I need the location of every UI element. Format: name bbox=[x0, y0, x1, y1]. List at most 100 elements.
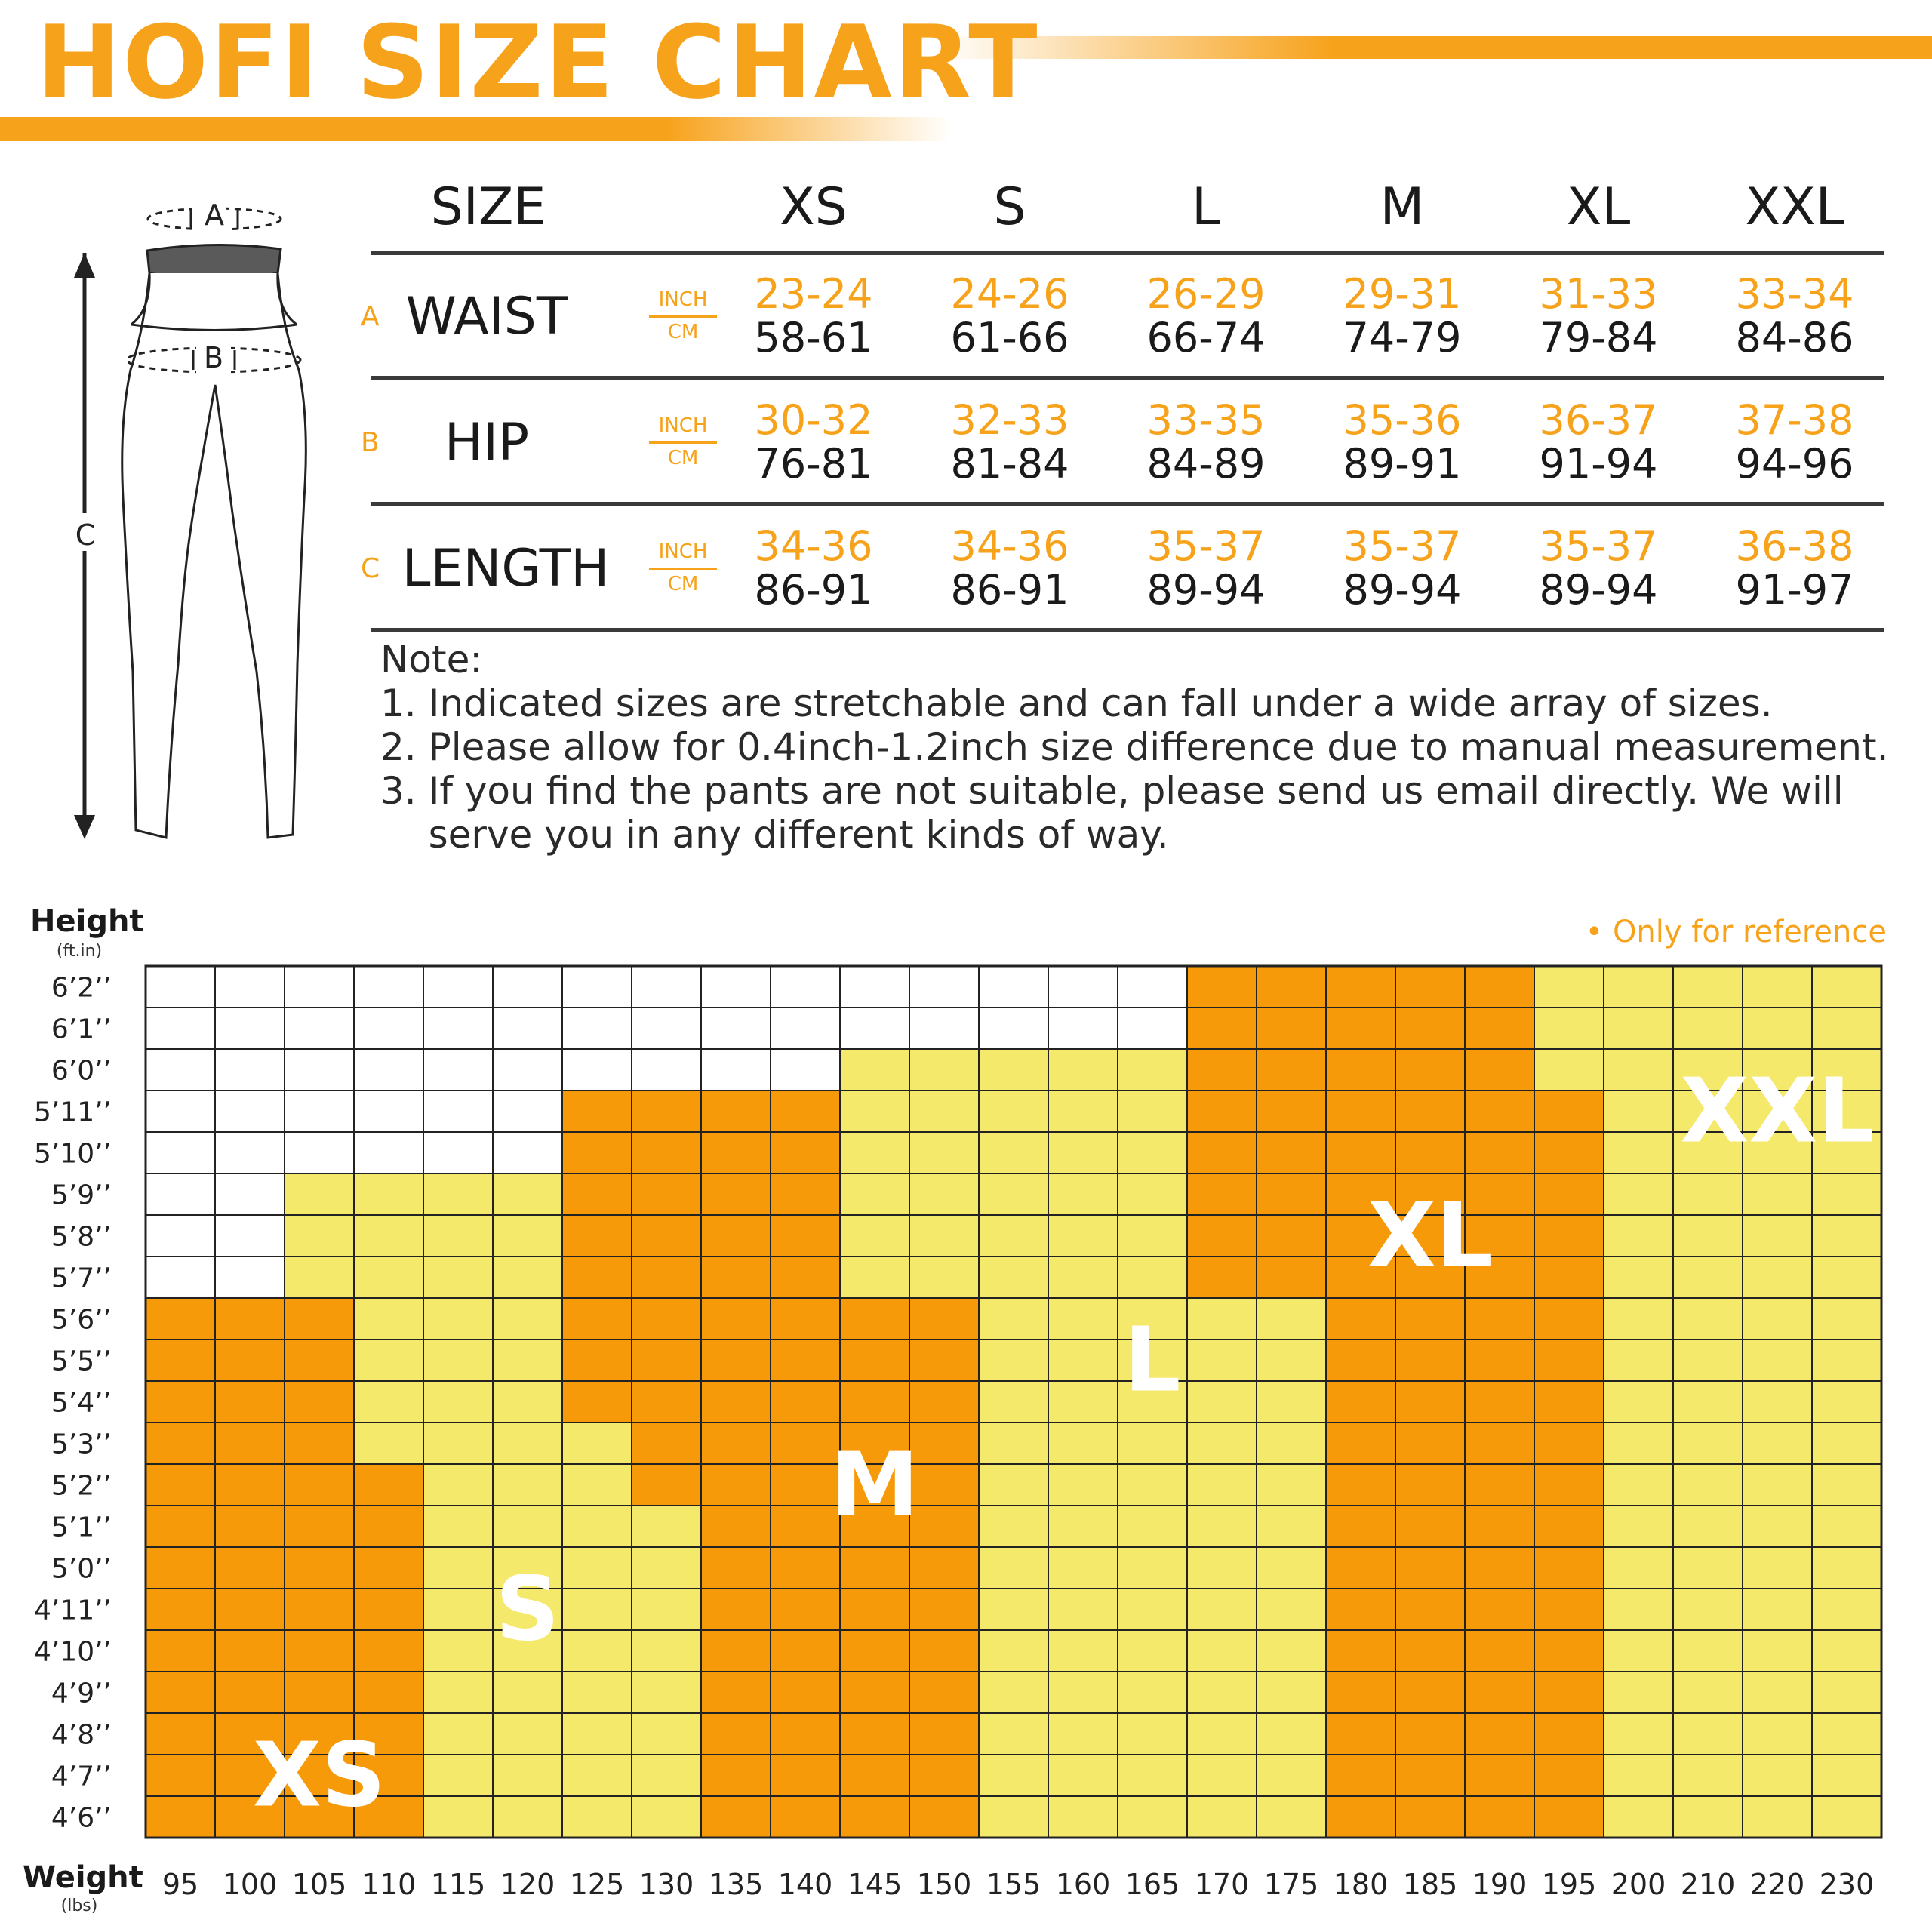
grid-cell-m bbox=[770, 1256, 841, 1299]
grid-cell-xl bbox=[1534, 1256, 1604, 1299]
grid-cell-empty bbox=[423, 1090, 494, 1133]
grid-cell-xxl bbox=[1603, 1173, 1674, 1216]
value-inch: 23-24 bbox=[754, 270, 873, 318]
region-label-xs: XS bbox=[253, 1723, 386, 1827]
title-accent-bar-left bbox=[0, 117, 951, 141]
grid-cell-empty bbox=[145, 965, 216, 1008]
grid-cell-l bbox=[909, 1048, 980, 1091]
grid-cell-xs bbox=[284, 1297, 355, 1340]
grid-cell-xl bbox=[1325, 965, 1396, 1008]
grid-cell-xl bbox=[1534, 1422, 1604, 1465]
grid-cell-xl bbox=[1325, 1671, 1396, 1714]
y-tick-label: 4’10’’ bbox=[34, 1637, 112, 1668]
x-tick-label: 195 bbox=[1542, 1868, 1597, 1901]
grid-cell-m bbox=[770, 1463, 841, 1506]
grid-cell-xxl bbox=[1811, 1339, 1882, 1382]
grid-cell-s bbox=[423, 1339, 494, 1382]
grid-cell-xs bbox=[353, 1671, 424, 1714]
grid-cell-empty bbox=[145, 1048, 216, 1091]
x-tick-label: 230 bbox=[1820, 1868, 1875, 1901]
grid-cell-l bbox=[1117, 1090, 1188, 1133]
grid-cell-l bbox=[1048, 1588, 1118, 1631]
grid-cell-xl bbox=[1256, 1007, 1327, 1050]
grid-cell-xl bbox=[1325, 1297, 1396, 1340]
grid-cell-l bbox=[1048, 1505, 1118, 1548]
y-tick-label: 5’6’’ bbox=[51, 1305, 112, 1336]
y-tick-label: 6’0’’ bbox=[51, 1056, 112, 1087]
grid-cell-xxl bbox=[1742, 1173, 1813, 1216]
grid-cell-xl bbox=[1395, 1505, 1466, 1548]
grid-cell-s bbox=[284, 1214, 355, 1257]
grid-cell-xl bbox=[1464, 1380, 1535, 1423]
grid-cell-l bbox=[1186, 1671, 1257, 1714]
table-divider bbox=[371, 502, 1884, 506]
grid-cell-s bbox=[423, 1463, 494, 1506]
x-tick-label: 100 bbox=[223, 1868, 278, 1901]
grid-cell-xs bbox=[214, 1339, 285, 1382]
grid-cell-xxl bbox=[1742, 1463, 1813, 1506]
grid-cell-xxl bbox=[1811, 1795, 1882, 1838]
grid-cell-xs bbox=[353, 1588, 424, 1631]
grid-cell-l bbox=[1117, 1712, 1188, 1755]
y-tick-label: 5’3’’ bbox=[51, 1429, 112, 1460]
grid-cell-m bbox=[770, 1297, 841, 1340]
grid-cell-xs bbox=[284, 1754, 355, 1797]
grid-cell-m bbox=[700, 1380, 771, 1423]
grid-cell-xs bbox=[284, 1671, 355, 1714]
grid-cell-xxl bbox=[1742, 1131, 1813, 1174]
y-tick-label: 4’7’’ bbox=[51, 1761, 112, 1792]
size-col-xl: XL bbox=[1566, 177, 1631, 237]
grid-cell-xl bbox=[1325, 1422, 1396, 1465]
grid-cell-m bbox=[909, 1422, 980, 1465]
grid-cell-s bbox=[423, 1795, 494, 1838]
grid-cell-s bbox=[631, 1795, 702, 1838]
y-tick-label: 4’6’’ bbox=[51, 1803, 112, 1834]
grid-cell-xl bbox=[1395, 1339, 1466, 1382]
grid-cell-s bbox=[631, 1671, 702, 1714]
row-name: HIP bbox=[444, 413, 530, 472]
grid-cell-s bbox=[561, 1422, 632, 1465]
x-tick-label: 150 bbox=[917, 1868, 972, 1901]
grid-cell-empty bbox=[700, 965, 771, 1008]
grid-cell-s bbox=[492, 1256, 563, 1299]
value-inch: 35-36 bbox=[1343, 396, 1462, 444]
grid-cell-xl bbox=[1464, 1505, 1535, 1548]
value-inch: 29-31 bbox=[1343, 270, 1462, 318]
value-cm: 61-66 bbox=[950, 314, 1069, 361]
grid-cell-m bbox=[700, 1795, 771, 1838]
label-a: A bbox=[205, 198, 224, 232]
y-tick-label: 5’11’’ bbox=[34, 1097, 112, 1128]
grid-cell-l bbox=[1256, 1754, 1327, 1797]
grid-cell-l bbox=[1048, 1712, 1118, 1755]
grid-cell-xs bbox=[353, 1546, 424, 1589]
grid-cell-xs bbox=[284, 1339, 355, 1382]
table-divider bbox=[371, 376, 1884, 380]
y-tick-label: 4’8’’ bbox=[51, 1720, 112, 1751]
grid-cell-m bbox=[700, 1090, 771, 1133]
grid-cell-xxl bbox=[1534, 1007, 1604, 1050]
grid-cell-s bbox=[492, 1505, 563, 1548]
grid-cell-xs bbox=[214, 1422, 285, 1465]
grid-cell-xl bbox=[1464, 1754, 1535, 1797]
grid-cell-l bbox=[978, 1712, 1049, 1755]
grid-cell-xxl bbox=[1742, 1339, 1813, 1382]
grid-cell-xl bbox=[1186, 1090, 1257, 1133]
grid-cell-l bbox=[1186, 1339, 1257, 1382]
grid-cell-s bbox=[492, 1546, 563, 1589]
grid-cell-xl bbox=[1395, 1090, 1466, 1133]
x-axis-unit: (lbs) bbox=[60, 1897, 98, 1915]
grid-cell-m bbox=[700, 1505, 771, 1548]
grid-cell-xl bbox=[1325, 1795, 1396, 1838]
x-tick-label: 95 bbox=[162, 1868, 198, 1901]
grid-cell-m bbox=[770, 1712, 841, 1755]
grid-cell-empty bbox=[1117, 1007, 1188, 1050]
grid-cell-xl bbox=[1186, 1214, 1257, 1257]
grid-cell-l bbox=[839, 1131, 910, 1174]
grid-cell-empty bbox=[770, 1007, 841, 1050]
grid-cell-xl bbox=[1325, 1007, 1396, 1050]
grid-cell-s bbox=[423, 1214, 494, 1257]
x-tick-label: 110 bbox=[361, 1868, 417, 1901]
value-cm: 89-94 bbox=[1146, 566, 1266, 614]
grid-cell-xxl bbox=[1742, 1297, 1813, 1340]
grid-cell-xl bbox=[1186, 1256, 1257, 1299]
